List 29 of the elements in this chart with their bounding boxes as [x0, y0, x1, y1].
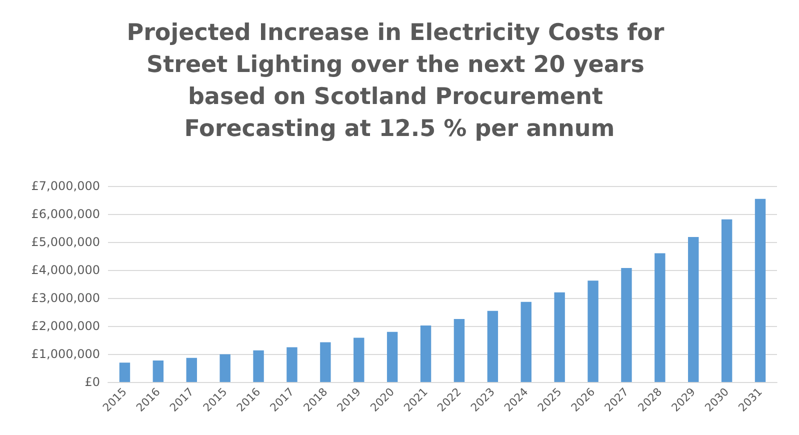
y-tick-label: £1,000,000 — [31, 347, 100, 361]
bar — [654, 253, 666, 382]
bar — [186, 358, 197, 382]
bar — [487, 310, 498, 382]
y-tick-label: £6,000,000 — [31, 207, 100, 221]
bar — [454, 319, 465, 382]
bar — [554, 292, 565, 382]
y-tick-label: £3,000,000 — [31, 291, 100, 305]
bar — [119, 362, 130, 382]
y-tick-label: £2,000,000 — [31, 319, 100, 333]
bar — [354, 338, 364, 382]
y-tick-label: £4,000,000 — [31, 263, 100, 277]
y-tick-label: £0 — [84, 375, 100, 389]
bar — [588, 280, 598, 382]
bar — [320, 342, 331, 382]
bar — [621, 268, 632, 382]
y-tick-label: £5,000,000 — [31, 235, 100, 249]
bar — [152, 360, 164, 382]
bar — [420, 325, 432, 382]
bar — [721, 219, 732, 382]
bar — [386, 332, 398, 382]
bar — [754, 198, 766, 382]
bar — [688, 236, 699, 382]
bar — [220, 354, 230, 382]
bar — [253, 350, 264, 382]
bar — [520, 302, 532, 382]
y-tick-label: £7,000,000 — [31, 179, 100, 193]
bar — [286, 347, 298, 382]
chart-title: Projected Increase in Electricity Costs for Street Lighting over the next 20 years based on Scotland Procurement Forecasting at 12.5 % per annum — [126, 20, 672, 142]
